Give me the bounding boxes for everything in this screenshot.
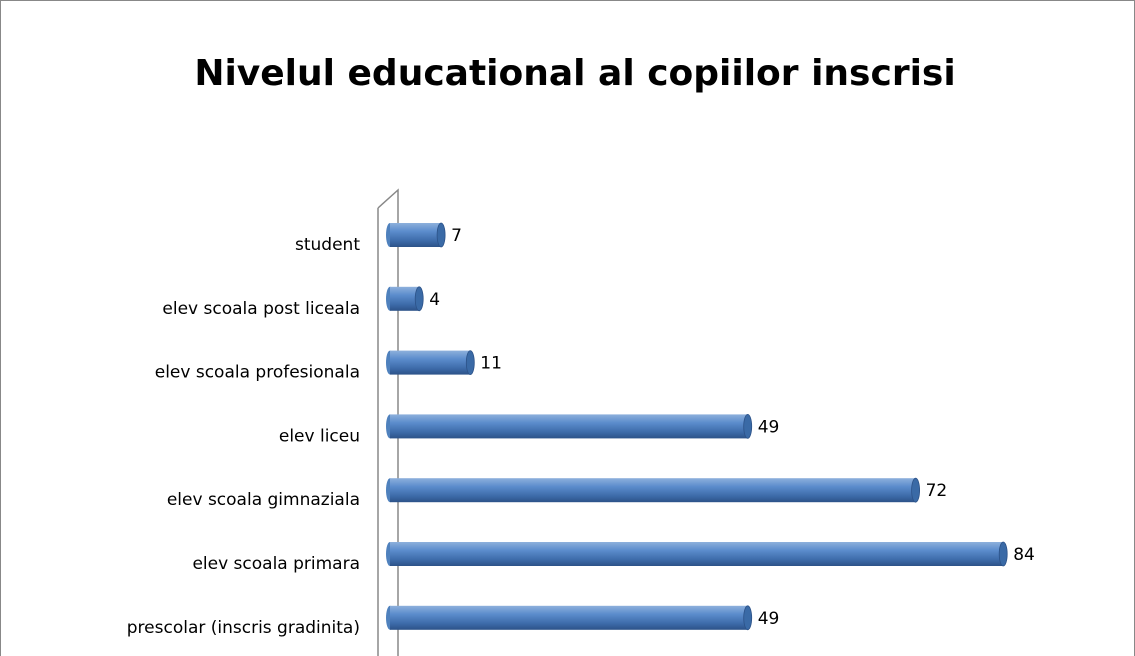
- data-label: 49: [758, 609, 780, 629]
- y-tick-label: elev scoala post liceala: [162, 299, 360, 319]
- y-tick-label: student: [295, 235, 360, 255]
- data-label: 84: [1013, 545, 1035, 565]
- y-tick-label: elev liceu: [279, 426, 360, 446]
- y-tick-label: elev scoala primara: [192, 554, 360, 574]
- data-label: 49: [758, 417, 780, 437]
- data-label: 4: [429, 290, 440, 310]
- y-tick-label: prescolar (inscris gradinita): [127, 618, 360, 638]
- data-label: 11: [480, 354, 502, 374]
- bar: [386, 541, 1008, 567]
- bar: [386, 413, 753, 439]
- bar: [386, 477, 920, 503]
- bar: [386, 350, 475, 376]
- y-tick-label: elev scoala profesionala: [155, 363, 360, 383]
- bar: [386, 286, 424, 312]
- chart-title: Nivelul educational al copiilor inscrisi: [194, 53, 955, 94]
- bar: [386, 222, 446, 248]
- y-tick-label: elev scoala gimnaziala: [167, 490, 360, 510]
- data-label: 7: [451, 226, 462, 246]
- data-label: 72: [926, 481, 948, 501]
- bar: [386, 605, 753, 631]
